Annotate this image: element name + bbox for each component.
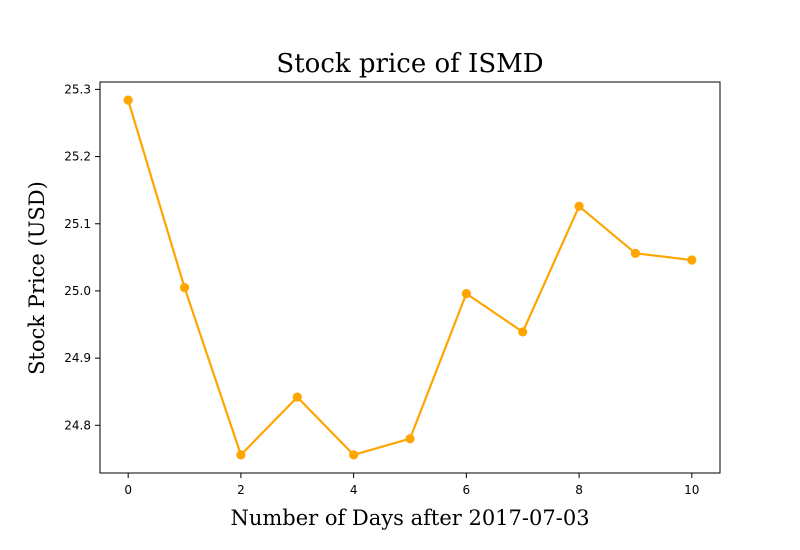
x-tick-label: 8: [575, 483, 583, 497]
axis-ticks: 0 2 4 6 8 10 24.8 24.9 25.0 25.1 25.2 25.3: [64, 82, 699, 497]
y-tick-label: 25.0: [64, 284, 91, 298]
data-point: [461, 289, 471, 299]
y-tick-label: 25.1: [64, 217, 91, 231]
series-line: [127, 99, 693, 456]
data-point: [405, 434, 415, 444]
data-point: [349, 450, 359, 460]
data-point: [574, 201, 584, 211]
data-point: [179, 282, 190, 293]
y-axis-label: Stock Price (USD): [25, 181, 49, 375]
x-axis-label: Number of Days after 2017-07-03: [230, 506, 589, 530]
data-point: [518, 327, 528, 337]
x-tick-label: 10: [684, 483, 699, 497]
y-tick-label: 24.9: [64, 351, 91, 365]
data-point: [630, 248, 641, 258]
chart-title: Stock price of ISMD: [276, 49, 543, 79]
y-tick-label: 25.2: [64, 150, 91, 164]
x-tick-label: 2: [237, 483, 245, 497]
x-tick-label: 0: [124, 483, 132, 497]
data-point: [236, 450, 246, 460]
x-tick-label: 6: [463, 483, 471, 497]
y-tick-label: 24.8: [64, 418, 91, 432]
x-tick-label: 4: [350, 483, 358, 497]
data-point: [123, 95, 133, 105]
plot-frame: [99, 81, 721, 474]
y-tick-label: 25.3: [64, 82, 91, 96]
data-point: [687, 255, 697, 265]
plot-area: [123, 95, 697, 460]
data-point: [292, 392, 302, 402]
